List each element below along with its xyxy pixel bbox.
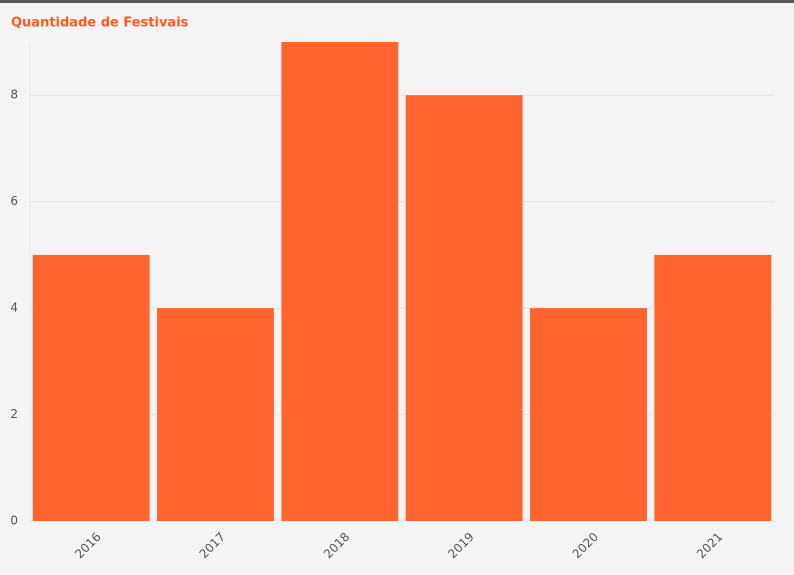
bar [530, 308, 647, 521]
bar [654, 254, 772, 521]
bar [157, 308, 274, 521]
y-tick-label: 2 [10, 407, 18, 421]
bar [281, 42, 399, 521]
x-tick-label: 2016 [72, 530, 103, 561]
y-tick-label: 4 [10, 301, 18, 315]
chart-title: Quantidade de Festivais [11, 16, 189, 31]
x-tick-label: 2019 [445, 530, 476, 561]
x-tick-label: 2018 [321, 530, 352, 561]
top-border [0, 0, 794, 3]
x-tick-label: 2017 [197, 530, 228, 561]
bar [32, 254, 150, 521]
x-tick-label: 2021 [694, 530, 725, 561]
bar [405, 95, 523, 521]
y-tick-label: 6 [10, 194, 18, 208]
x-tick-label: 2020 [570, 530, 601, 561]
y-tick-label: 8 [10, 88, 18, 102]
y-tick-label: 0 [10, 514, 18, 528]
